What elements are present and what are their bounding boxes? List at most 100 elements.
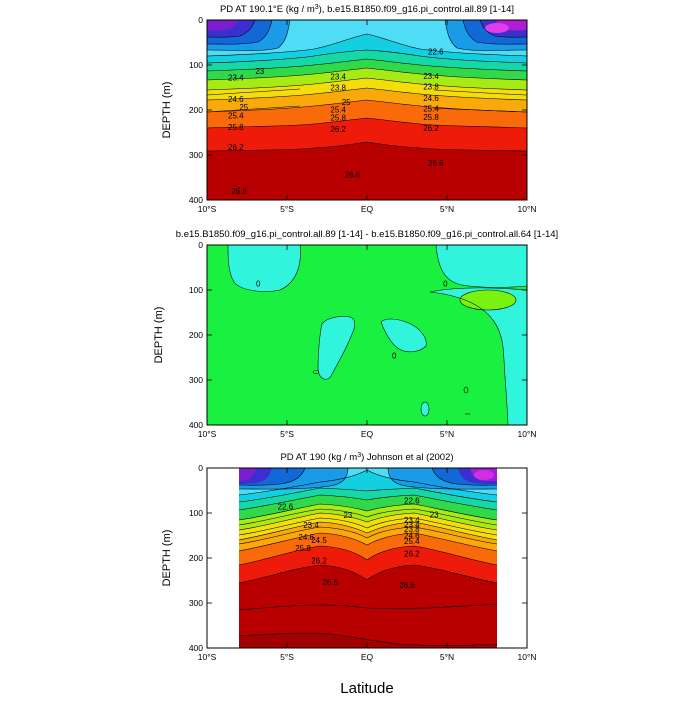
panel-2-title: b.e15.B1850.f09_g16.pi_control.all.89 [1… <box>176 229 558 240</box>
panel-1-contour-label: 23.4 <box>228 74 244 83</box>
panel-1-contour-label: 23.4 <box>330 73 346 82</box>
panel-1-contour-label: 25.8 <box>423 113 439 122</box>
panel-1-x-tick-label: 10°N <box>518 204 537 214</box>
panel-3-x-axis: 10°S 5°S EQ 5°N 10°N <box>198 468 537 662</box>
panel-1-contour-label: 23.8 <box>330 84 346 93</box>
panel-2-x-tick-label: 5°N <box>440 429 454 439</box>
panel-1-y-tick-label: 0 <box>198 15 203 25</box>
panel-2-y-tick-label: 0 <box>198 240 203 250</box>
panel-3-contour-label: 23.8 <box>404 525 420 534</box>
panel-3-contour-label: 23.4 <box>404 520 420 529</box>
panel-1-y-axis: 0 100 200 300 400 <box>189 15 527 205</box>
panel-1-contour-label: 26.6 <box>345 170 361 179</box>
panel-3-contour-label: 24.5 <box>311 536 327 545</box>
panel-3-contour-label: 24.6 <box>298 533 314 542</box>
panel-2-y-tick-label: 400 <box>189 420 203 430</box>
panel-2-y-tick-label: 200 <box>189 330 203 340</box>
panel-1-contour-label: 25.8 <box>330 114 346 123</box>
panel-3-observed-density: PD AT 190 (kg / m3) Johnson et al (2002) <box>161 452 537 662</box>
panel-2-contour-label: 0 <box>443 279 448 288</box>
panel-2-y-tick-label: 100 <box>189 285 203 295</box>
panel-1-contour-label: 25.8 <box>228 123 244 132</box>
panel-2-x-tick-label: EQ <box>361 429 374 439</box>
panel-3-y-tick-label: 300 <box>189 598 203 608</box>
panel-3-contour-labels: 22.622.623 2323.423.423.423.824.624.624.5… <box>278 496 440 590</box>
panel-3-x-tick-label: 5°S <box>280 652 294 662</box>
panel-1-y-tick-label: 300 <box>189 150 203 160</box>
panel-1-y-tick-label: 100 <box>189 60 203 70</box>
panel-2-difference: b.e15.B1850.f09_g16.pi_control.all.89 [1… <box>153 229 558 439</box>
panel-3-contour-label: 24.6 <box>404 532 420 541</box>
panel-3-x-tick-label: 10°N <box>518 652 537 662</box>
panel-3-contour-label: 25.8 <box>295 544 311 553</box>
panel-1-x-tick-label: 5°S <box>280 204 294 214</box>
panel-2-x-tick-label: 10°S <box>198 429 217 439</box>
panel-3-density-field <box>207 468 527 648</box>
panel-2-contour-label: 0 <box>256 279 261 288</box>
panel-3-contour-label: 23.4 <box>404 516 420 525</box>
panel-3-y-tick-label: 400 <box>189 643 203 653</box>
panel-3-contour-label: 22.6 <box>278 502 294 511</box>
panel-3-contour-label: 25.4 <box>404 537 420 546</box>
panel-1-x-tick-label: EQ <box>361 204 374 214</box>
panel-1-x-tick-label: 10°S <box>198 204 217 214</box>
panel-3-y-axis-label: DEPTH (m) <box>161 530 173 587</box>
panel-1-contour-label: 26.2 <box>423 124 439 133</box>
panel-1-contour-label: 25 <box>342 98 351 107</box>
panel-3-contour-label: 22.6 <box>404 496 420 505</box>
panel-1-x-tick-label: 5°N <box>440 204 454 214</box>
panel-3-contour-label: 26.2 <box>404 550 420 559</box>
panel-1-contour-label: 23.8 <box>423 83 439 92</box>
panel-2-x-axis: 10°S 5°S EQ 5°N 10°N <box>198 245 537 439</box>
panel-1-contour-label: 25.4 <box>330 106 346 115</box>
panel-3-title-sup: 3 <box>357 452 361 459</box>
panel-1-title-sup: 3 <box>315 4 319 11</box>
panel-3-contour-label: 23 <box>343 511 352 520</box>
panel-1-title-prefix: PD AT 190.1°E (kg / m <box>220 4 315 15</box>
panel-3-title: PD AT 190 (kg / m3) Johnson et al (2002) <box>280 452 453 463</box>
panel-3-y-axis: 0 100 200 300 400 <box>189 463 527 653</box>
panel-1-contour-label: 26.6 <box>428 159 444 168</box>
panel-3-contour-label: 23.4 <box>303 521 319 530</box>
panel-1-contour-label: 25.4 <box>228 111 244 120</box>
panel-3-x-tick-label: 10°S <box>198 652 217 662</box>
panel-3-title-suffix: ) Johnson et al (2002) <box>361 452 453 463</box>
panel-3-y-tick-label: 200 <box>189 553 203 563</box>
panel-1-y-tick-label: 200 <box>189 105 203 115</box>
panel-1-y-axis-label: DEPTH (m) <box>161 82 173 139</box>
panel-1-contour-label: 26.8 <box>231 187 247 196</box>
panel-1-contour-label: 25.4 <box>423 105 439 114</box>
panel-2-contour-label: 0 <box>392 352 397 361</box>
panel-1-density-field <box>207 20 527 200</box>
panel-1-model-density: PD AT 190.1°E (kg / m3), b.e15.B1850.f09… <box>161 4 537 214</box>
panel-3-y-tick-label: 100 <box>189 508 203 518</box>
panel-1-contour-label: 24.6 <box>423 94 439 103</box>
panel-3-title-prefix: PD AT 190 (kg / m <box>280 452 357 463</box>
panel-3-x-tick-label: EQ <box>361 652 374 662</box>
panel-1-y-tick-label: 400 <box>189 195 203 205</box>
panel-1-title-suffix: ), b.e15.B1850.f09_g16.pi_control.all.89… <box>319 4 514 15</box>
panel-2-x-tick-label: 10°N <box>518 429 537 439</box>
panel-2-y-tick-label: 300 <box>189 375 203 385</box>
panel-3-y-tick-label: 0 <box>198 463 203 473</box>
panel-2-y-axis-label: DEPTH (m) <box>153 307 165 364</box>
panel-2-difference-field <box>207 245 527 425</box>
panel-1-contour-label: 25 <box>239 103 248 112</box>
panel-1-title: PD AT 190.1°E (kg / m3), b.e15.B1850.f09… <box>220 4 514 15</box>
panel-1-x-axis: 10°S 5°S EQ 5°N 10°N <box>198 20 537 214</box>
panel-2-x-tick-label: 5°S <box>280 429 294 439</box>
panel-1-contour-label: 26.2 <box>228 143 244 152</box>
panel-3-contour-label: 23 <box>430 510 439 519</box>
panel-1-contour-label: 26.2 <box>330 125 346 134</box>
panel-2-y-axis: 0 100 200 300 400 <box>189 240 527 430</box>
panel-1-contour-label: 22.6 <box>428 48 444 57</box>
panel-3-contour-label: 26.6 <box>399 581 415 590</box>
panel-2-contour-labels: 0 0 0 <box>256 279 448 360</box>
panel-1-contour-label: 23 <box>255 67 264 76</box>
panel-3-x-tick-label: 5°N <box>440 652 454 662</box>
figure-x-axis-label: Latitude <box>340 680 393 697</box>
panel-3-contour-label: 26.6 <box>322 578 338 587</box>
panel-3-contour-label: 26.2 <box>311 556 327 565</box>
